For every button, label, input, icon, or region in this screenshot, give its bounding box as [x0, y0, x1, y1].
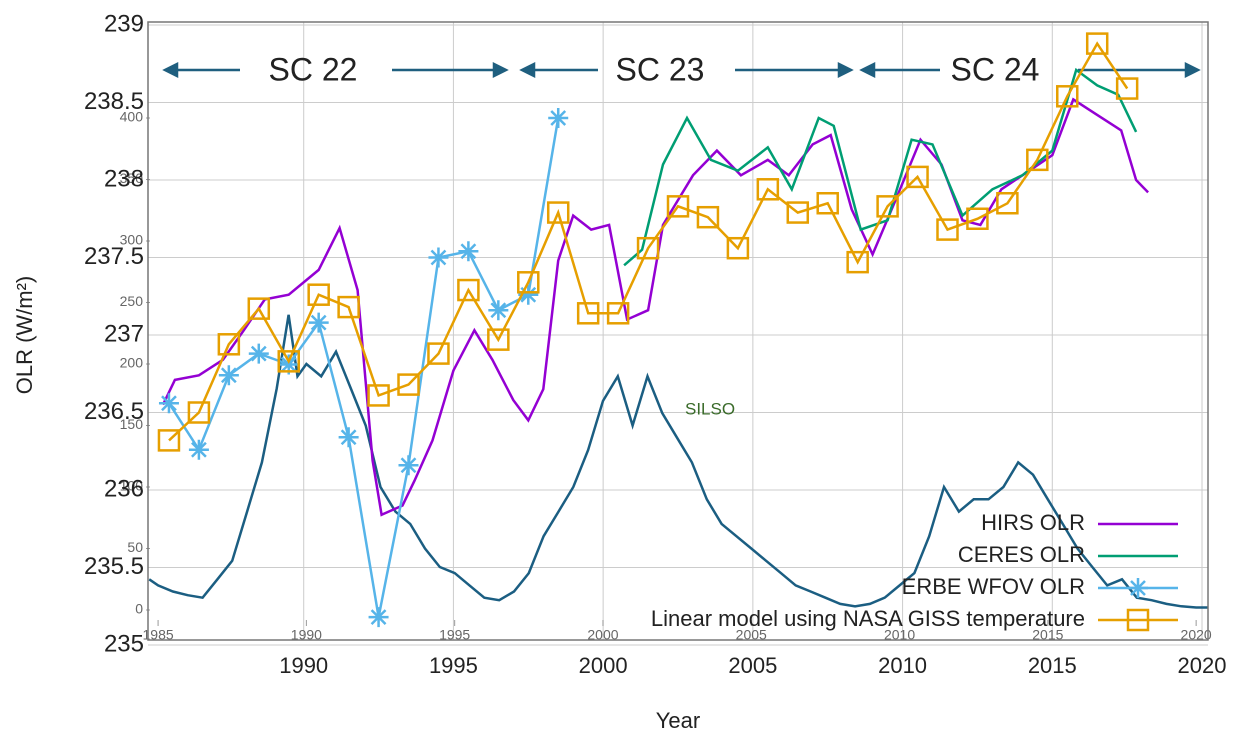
star-marker	[368, 607, 389, 628]
cycle-label: SC 23	[616, 51, 705, 87]
square-marker	[337, 295, 360, 319]
square-marker	[217, 333, 241, 356]
square-marker	[397, 373, 420, 396]
x-tick-label: 2010	[878, 653, 927, 678]
square-marker	[277, 350, 300, 373]
star-marker	[218, 365, 239, 386]
inner-y-tick-label: 350	[120, 170, 144, 186]
square-marker	[726, 236, 750, 260]
square-marker	[876, 195, 899, 218]
square-marker	[906, 165, 929, 189]
plot-frame	[147, 21, 1209, 641]
x-tick-label: 2000	[579, 653, 628, 678]
silso-label: SILSO	[685, 399, 735, 418]
y-tick-label: 237.5	[84, 243, 144, 270]
square-marker	[936, 218, 959, 241]
legend-label: ERBE WFOV OLR	[902, 574, 1085, 599]
inner-y-tick-label: 0	[135, 601, 143, 617]
inner-y-tick-label: 400	[120, 109, 144, 125]
x-tick-label: 1990	[279, 653, 328, 678]
square-marker	[1056, 85, 1079, 108]
inner-y-tick-label: 250	[120, 293, 144, 309]
y-axis-label: OLR (W/m²)	[12, 276, 37, 395]
star-marker	[338, 427, 359, 448]
square-marker	[187, 401, 211, 424]
square-marker	[367, 384, 390, 407]
inner-x-tick-label: 2015	[1032, 627, 1063, 643]
legend-label: HIRS OLR	[981, 510, 1085, 535]
square-marker	[307, 283, 330, 306]
x-axis-label: Year	[656, 708, 700, 733]
square-marker	[606, 302, 630, 325]
inner-x-tick-label: 2000	[587, 627, 618, 643]
inner-x-tick-label: 2010	[884, 627, 915, 643]
inner-x-tick-label: 2005	[736, 627, 767, 643]
square-marker	[816, 192, 839, 215]
y-tick-label: 235	[104, 630, 144, 657]
square-marker	[427, 342, 450, 365]
square-marker	[247, 297, 271, 320]
star-marker	[518, 284, 539, 305]
square-marker	[517, 271, 540, 294]
square-marker	[846, 250, 869, 274]
sunspot-line	[148, 314, 1208, 609]
legend-label: Linear model using NASA GISS temperature	[651, 606, 1085, 631]
square-marker	[636, 236, 660, 260]
y-tick-label: 237	[104, 320, 144, 347]
series-line	[161, 97, 1149, 517]
square-marker	[457, 278, 480, 302]
legend-label: CERES OLR	[958, 542, 1085, 567]
star-marker	[488, 300, 509, 321]
star-marker	[248, 343, 269, 364]
inner-y-tick-label: 100	[120, 478, 144, 494]
star-marker	[428, 247, 449, 268]
inner-x-tick-label: 1985	[143, 627, 174, 643]
square-marker	[1085, 32, 1109, 55]
square-marker	[576, 302, 600, 325]
y-tick-label: 238	[104, 165, 144, 192]
solar-cycles	[162, 61, 1201, 79]
x-tick-label: 1995	[429, 653, 478, 678]
inner-y-tick-label: 200	[120, 355, 144, 371]
inner-y-tick-label: 150	[120, 416, 144, 432]
x-tick-label: 2015	[1028, 653, 1077, 678]
inner-x-tick-label: 1990	[291, 627, 322, 643]
cycle-label: SC 22	[269, 51, 358, 87]
inner-y-tick-label: 300	[120, 232, 144, 248]
square-marker	[966, 207, 989, 230]
legend-marker	[1128, 578, 1148, 598]
inner-x-tick-label: 1995	[439, 627, 470, 643]
square-marker	[756, 178, 780, 201]
y-tick-label: 236.5	[84, 398, 144, 425]
y-tick-label: 236	[104, 475, 144, 502]
inner-y-tick-label: 50	[127, 539, 143, 555]
star-marker	[548, 108, 569, 128]
square-marker	[786, 201, 810, 224]
square-marker	[546, 201, 570, 224]
square-marker	[666, 195, 690, 218]
star-marker	[458, 241, 479, 262]
square-marker	[1115, 77, 1139, 100]
legend-marker	[1126, 608, 1150, 632]
star-marker	[278, 354, 299, 375]
inner-x-tick-label: 2020	[1181, 627, 1212, 643]
square-marker	[487, 328, 510, 351]
square-marker	[157, 429, 181, 452]
star-marker	[398, 455, 419, 476]
x-tick-label: 2020	[1178, 653, 1227, 678]
star-marker	[188, 439, 209, 460]
y-tick-label: 238.5	[84, 88, 144, 115]
y-tick-label: 239	[104, 10, 144, 37]
y-tick-label: 235.5	[84, 553, 144, 580]
square-marker	[1026, 148, 1049, 172]
cycle-label: SC 24	[951, 51, 1040, 87]
star-marker	[308, 312, 329, 333]
sunspot-layer: 0 50 100 150 200 250 300 350 400 1985 1990 1995 2000…	[120, 109, 1212, 643]
series-line	[623, 67, 1138, 267]
x-tick-label: 2005	[728, 653, 777, 678]
star-marker	[158, 393, 179, 414]
square-marker	[996, 192, 1019, 215]
square-marker	[696, 205, 720, 229]
